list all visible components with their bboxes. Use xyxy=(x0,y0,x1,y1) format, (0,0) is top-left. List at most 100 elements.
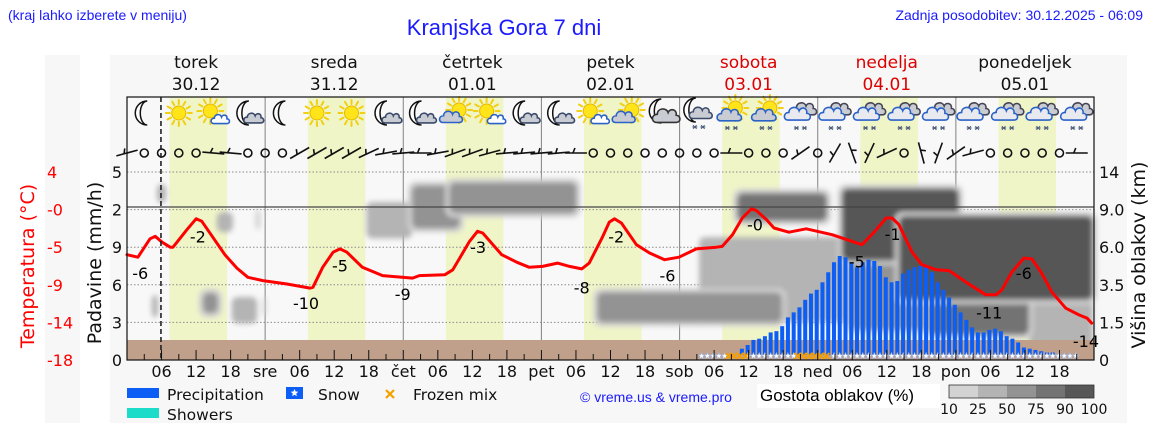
precipitation-bar xyxy=(849,262,854,355)
precipitation-bar xyxy=(739,348,744,355)
temperature-tick-label: -0 xyxy=(47,201,63,220)
precipitation-bar xyxy=(826,272,831,355)
precipitation-bar xyxy=(866,259,871,355)
x-tick-label: 06 xyxy=(704,362,724,381)
frozen-mix-marker xyxy=(811,352,819,360)
precipitation-bar xyxy=(872,260,877,355)
weather-icon-moon-cloud-big xyxy=(648,98,681,124)
temperature-label: -5 xyxy=(332,257,348,276)
colorbar-tick-label: 50 xyxy=(998,402,1016,418)
day-date: 02.01 xyxy=(586,75,635,95)
cloud-density-blob xyxy=(216,212,233,233)
weather-icon-moon-cloud xyxy=(408,100,438,126)
last-update-timestamp: Zadnja posodobitev: 30.12.2025 - 06:09 xyxy=(895,7,1143,23)
weather-icon-cloud-snow xyxy=(783,102,818,131)
precipitation-bar xyxy=(924,267,929,355)
weather-icon-moon-cloud-snow xyxy=(683,97,713,130)
wind-calm-icon xyxy=(1002,148,1013,158)
x-tick-label: pet xyxy=(528,362,554,381)
wind-calm-icon xyxy=(191,148,201,158)
cloud-density-blob xyxy=(597,292,783,323)
cloud-density-blob xyxy=(1028,299,1093,345)
precipitation-bar xyxy=(981,332,986,355)
precipitation-bar xyxy=(901,273,906,355)
legend-precipitation-label: Precipitation xyxy=(167,386,264,404)
x-tick-label: sob xyxy=(665,362,693,381)
precipitation-bar xyxy=(820,282,825,355)
temperature-curve xyxy=(125,207,1094,325)
colorbar-tick-label: 10 xyxy=(940,402,958,418)
precipitation-bar xyxy=(843,257,848,355)
precipitation-bar xyxy=(751,339,756,355)
weather-icon-cloud-snow xyxy=(1025,102,1060,131)
day-date: 03.01 xyxy=(724,75,773,95)
wind-barb-icon xyxy=(790,146,810,160)
cloud-height-tick-label: 9.0 xyxy=(1099,201,1124,220)
precipitation-bar xyxy=(952,304,957,355)
temperature-label: -11 xyxy=(976,303,1002,322)
colorbar-tick-label: 90 xyxy=(1056,402,1074,418)
weather-icons-row xyxy=(134,94,1094,131)
frozen-mix-marker xyxy=(805,352,813,360)
x-tick-label: 18 xyxy=(359,362,379,381)
precipitation-tick-label: 5 xyxy=(112,163,122,182)
x-tick-label: 18 xyxy=(635,362,655,381)
legend-snow-label: Snow xyxy=(318,386,360,404)
location-hint: (kraj lahko izberete v meniju) xyxy=(8,7,187,23)
precipitation-bar xyxy=(785,317,790,355)
precipitation-bar xyxy=(964,319,969,355)
precipitation-axis-title: Padavine (mm/h) xyxy=(84,182,106,345)
wind-barb-icon xyxy=(358,147,380,159)
colorbar-segment xyxy=(1036,385,1065,398)
weather-icon-cloud-snow xyxy=(921,102,956,131)
copyright-link[interactable]: © vreme.us & vreme.pro xyxy=(580,389,732,405)
precipitation-bar xyxy=(768,332,773,355)
wind-calm-icon xyxy=(743,148,754,158)
cloud-density-blob xyxy=(366,202,412,239)
precipitation-bar xyxy=(831,262,836,355)
wind-calm-icon xyxy=(260,148,270,158)
temperature-label: -1 xyxy=(885,225,901,244)
wind-calm-icon xyxy=(692,148,702,158)
x-tick-label: 12 xyxy=(462,362,482,381)
cloud-density-blob xyxy=(262,296,267,317)
x-tick-label: čet xyxy=(391,362,416,381)
temperature-label: -2 xyxy=(608,227,624,246)
temperature-axis-panel xyxy=(45,55,80,423)
wind-barb-icon xyxy=(863,142,875,164)
colorbar-segment xyxy=(1065,385,1094,398)
colorbar-tick-label: 25 xyxy=(969,402,987,418)
wind-barb-icon xyxy=(530,147,553,155)
snow-star-icon xyxy=(290,389,299,397)
x-tick-label: pon xyxy=(941,362,971,381)
colorbar-tick-label: 75 xyxy=(1027,402,1045,418)
precipitation-tick-label: 0 xyxy=(112,351,122,370)
precipitation-bar xyxy=(797,307,802,355)
weather-icon-sun xyxy=(337,99,366,127)
wind-calm-icon xyxy=(139,148,150,158)
frozen-mix-icon xyxy=(385,389,395,399)
wind-calm-icon xyxy=(778,148,788,158)
precipitation-bar xyxy=(803,299,808,355)
legend-frozen-mix-label: Frozen mix xyxy=(413,386,497,404)
x-tick-label: 06 xyxy=(428,362,448,381)
wind-barb-icon xyxy=(289,146,310,160)
precipitation-bar xyxy=(774,331,779,355)
wind-calm-icon xyxy=(622,148,633,158)
wind-barb-icon xyxy=(946,146,966,160)
wind-barb-icon xyxy=(933,142,944,164)
wind-calm-icon xyxy=(709,148,719,158)
precipitation-tick-label: 2 xyxy=(112,201,122,220)
frozen-mix-marker xyxy=(736,352,744,360)
temperature-label: -2 xyxy=(190,227,206,246)
temperature-labels: -6 -2 -10 -5 -9 -3 -8 -2 -6 -0 -5 -1 -11 -6 -14 xyxy=(132,216,1099,351)
precipitation-bar xyxy=(814,289,819,355)
wind-calm-icon xyxy=(1037,148,1047,158)
precipitation-bar xyxy=(837,255,842,355)
wind-barb-icon xyxy=(341,146,362,160)
precipitation-bar xyxy=(855,267,860,355)
wind-calm-icon xyxy=(812,148,823,158)
precipitation-bar xyxy=(762,336,767,355)
